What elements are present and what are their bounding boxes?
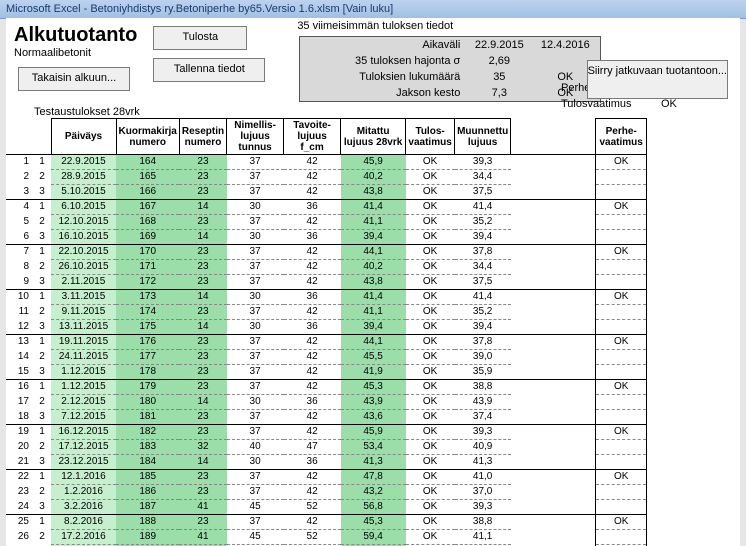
info-box: Aikaväli22.9.201512.4.201635 tuloksen ha… (299, 36, 601, 102)
worksheet: Alkutuotanto Normaalibetonit Takaisin al… (6, 18, 740, 546)
col-header: Mitattu lujuus 28vrk (341, 119, 406, 155)
proceed-button[interactable]: Siirry jatkuvaan tuotantoon... (587, 60, 728, 99)
col-header: Tavoite-lujuus f_cm (284, 119, 341, 155)
info-caption: 35 viimeisimmän tuloksen tiedot (293, 18, 607, 32)
col-header: Tulos-vaatimus (406, 119, 455, 155)
table-row: 22112.1.201618523374247,8OK41,0OK (6, 470, 647, 485)
table-row: 6316.10.201516914303639,4OK39,4 (6, 230, 647, 245)
table-row: 26217.2.201618941455259,4OK41,1 (6, 530, 647, 545)
col-header: Muunnettu lujuus (455, 119, 511, 155)
table-row: 2228.9.201516523374240,2OK34,4 (6, 170, 647, 185)
table-row: 21323.12.201518414303641,3OK41,3 (6, 455, 647, 470)
table-row: 1531.12.201517823374241,9OK35,9 (6, 365, 647, 380)
back-button[interactable]: Takaisin alkuun... (18, 67, 130, 91)
col-header: Kuormakirja numero (116, 119, 179, 155)
table-row: 19116.12.201518223374245,9OK39,3OK (6, 425, 647, 440)
table-row: 1122.9.201516423374245,9OK39,3OK (6, 155, 647, 170)
page-title: Alkutuotanto (14, 24, 137, 47)
table-row: 5212.10.201516823374241,1OK35,2 (6, 215, 647, 230)
table-row: 12313.11.201517514303639,4OK39,4 (6, 320, 647, 335)
results-table: PäiväysKuormakirja numeroReseptin numero… (6, 118, 647, 546)
table-row: 1013.11.201517314303641,4OK41,4OK (6, 290, 647, 305)
table-row: 1129.11.201517423374241,1OK35,2 (6, 305, 647, 320)
table-row: 1722.12.201518014303643,9OK43,9 (6, 395, 647, 410)
table-row: 2433.2.201618741455256,8OK39,3 (6, 500, 647, 515)
table-row: 2321.2.201618623374243,2OK37,0 (6, 485, 647, 500)
table-row: 1611.12.201517923374245,3OK38,8OK (6, 380, 647, 395)
table-row: 8226.10.201517123374240,2OK34,4 (6, 260, 647, 275)
col-header: Nimellis-lujuus tunnus (227, 119, 284, 155)
table-row: 2518.2.201618823374245,3OK38,8OK (6, 515, 647, 530)
table-row: 14224.11.201517723374245,5OK39,0 (6, 350, 647, 365)
col-header: Reseptin numero (179, 119, 226, 155)
print-button[interactable]: Tulosta (153, 26, 247, 50)
table-row: 416.10.201516714303641,4OK41,4OK (6, 200, 647, 215)
save-button[interactable]: Tallenna tiedot (153, 58, 265, 82)
col-header: Perhe-vaatimus (596, 119, 647, 155)
table-row: 335.10.201516623374243,8OK37,5 (6, 185, 647, 200)
table-row: 1837.12.201518123374243,6OK37,4 (6, 410, 647, 425)
table-row: 932.11.201517223374243,8OK37,5 (6, 275, 647, 290)
excel-window: Microsoft Excel - Betoniyhdistys ry.Beto… (0, 0, 746, 546)
page-subtitle: Normaalibetonit (14, 47, 137, 59)
table-row: 7122.10.201517023374244,1OK37,8OK (6, 245, 647, 260)
table-row: 13119.11.201517623374244,1OK37,8OK (6, 335, 647, 350)
table-row: 20217.12.201518332404753,4OK40,9 (6, 440, 647, 455)
titlebar: Microsoft Excel - Betoniyhdistys ry.Beto… (0, 0, 746, 19)
col-header: Päiväys (51, 119, 116, 155)
